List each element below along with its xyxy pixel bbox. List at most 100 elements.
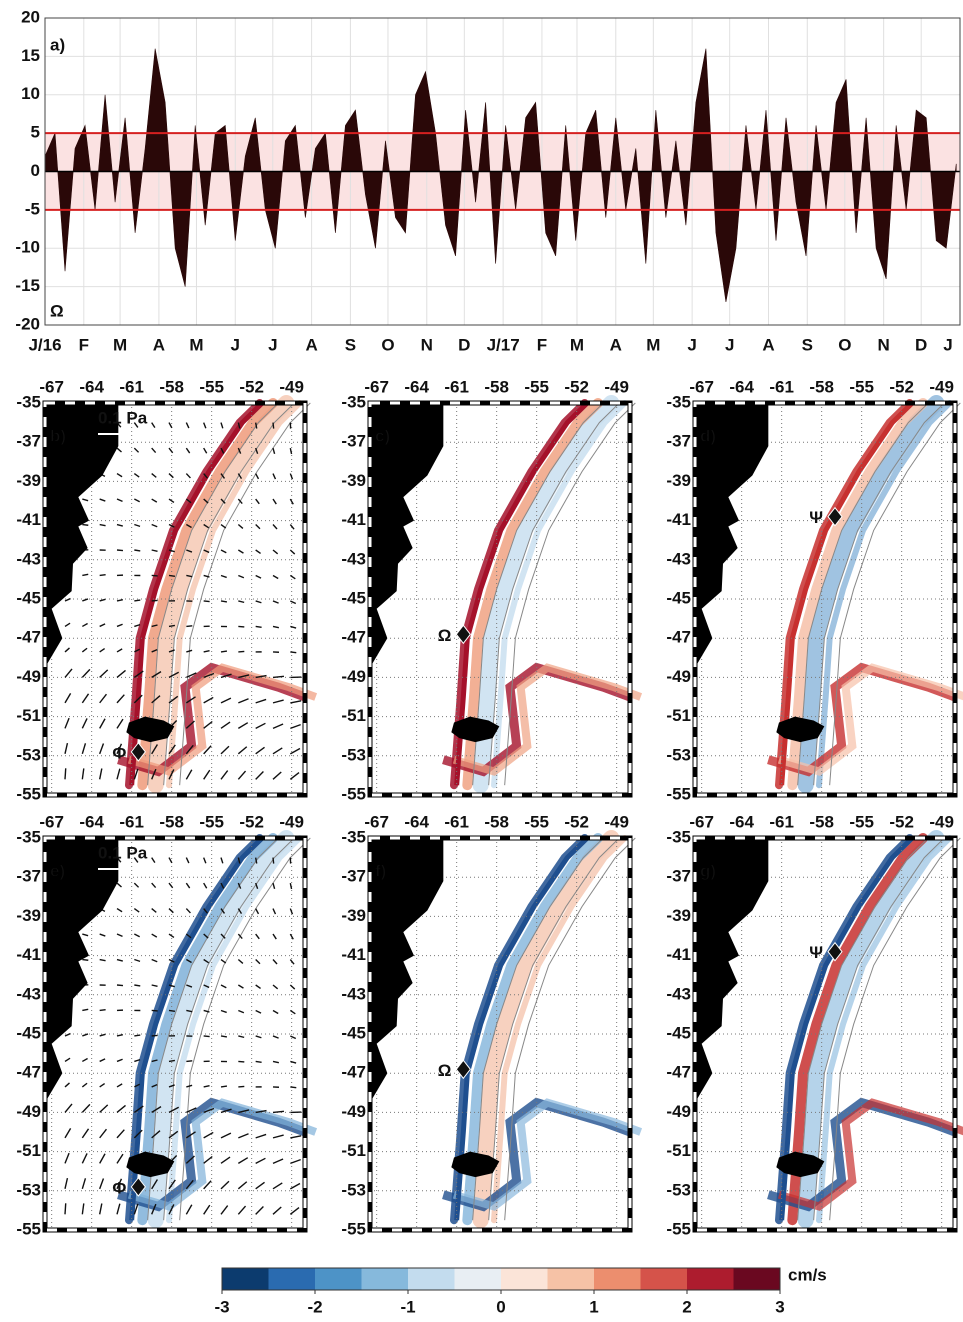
panel-label: b) [50,426,66,445]
colorbar-swatch [687,1268,734,1290]
wind-arrow [203,720,213,729]
wind-arrow [237,549,244,554]
wind-arrow [151,599,158,602]
wind-arrow [185,696,196,704]
lat-tick-label: -51 [341,706,366,725]
lat-tick-label: -53 [341,1180,366,1199]
wind-arrow [272,625,280,629]
colorbar-swatch [408,1268,455,1290]
wind-arrow [99,693,108,704]
wind-arrow [203,523,210,529]
lat-tick-label: -43 [16,549,41,568]
lat-tick-label: -55 [341,784,366,803]
wind-arrow [289,447,293,455]
wind-arrow [220,498,226,504]
wind-arrow [289,1182,301,1190]
wind-arrow [237,1205,247,1215]
wind-arrow [255,524,261,530]
wind-arrow [64,1032,71,1037]
wind-arrow [64,597,71,602]
wind-arrow [272,1035,279,1039]
current-band [787,833,928,1226]
wind-arrow [134,1083,141,1088]
lat-tick-label: -49 [341,667,366,686]
wind-arrow [220,770,229,780]
current-band [816,835,953,1224]
wind-arrow [116,523,123,527]
wind-arrow [99,574,106,577]
x-tick-label: F [79,335,89,354]
wind-arrow [185,523,192,529]
current-band [137,398,278,791]
lon-tick-label: -67 [364,377,389,396]
colorbar-swatch [315,1268,362,1290]
wind-arrow [134,523,141,528]
lon-tick-label: -52 [239,377,264,396]
x-tick-label: N [421,335,433,354]
wind-arrow [255,722,266,729]
wind-arrow [168,422,173,429]
lat-tick-label: -35 [666,392,691,411]
wind-arrow [255,959,261,965]
lat-tick-label: -55 [341,1219,366,1238]
wind-arrow [272,1206,282,1215]
wind-arrow [133,472,140,478]
land [695,403,769,668]
wind-arrow [168,1179,176,1190]
lon-tick-label: -67 [689,812,714,831]
lon-tick-label: -55 [849,377,874,396]
wind-arrow [272,1110,285,1114]
wind-arrow [134,984,141,987]
wind-arrow [220,473,226,479]
y-tick-label: 20 [21,7,40,26]
lon-tick-label: -64 [729,377,754,396]
lon-tick-label: -49 [604,812,629,831]
wind-arrow [255,1181,265,1190]
lat-tick-label: -39 [666,471,691,490]
x-tick-label: J [231,335,240,354]
wind-arrow [255,674,267,679]
wind-arrow [116,907,123,913]
lat-tick-label: -41 [16,510,41,529]
wind-arrow [116,1104,126,1113]
colorbar-swatch [361,1268,409,1290]
wind-arrow [290,1086,297,1089]
wind-arrow [220,1132,232,1139]
lat-tick-label: -37 [341,867,366,886]
y-tick-label: -10 [15,238,40,257]
wind-arrow [134,498,140,503]
wind-arrow [116,1153,124,1164]
wind-arrow [99,1033,106,1037]
wind-arrow [82,573,89,577]
wind-arrow [237,770,247,780]
current-band [452,663,643,776]
wind-arrow [81,1082,88,1088]
wind-arrow [255,1009,262,1014]
lon-tick-label: -58 [484,377,509,396]
wind-arrow [255,1133,267,1139]
wind-scale-label: 0.1 Pa [98,408,148,427]
wind-arrow [99,523,106,527]
x-tick-label: A [305,335,317,354]
wind-arrow [185,908,191,914]
wind-arrow [64,647,70,653]
lat-tick-label: -53 [16,745,41,764]
wind-arrow [220,447,225,454]
wind-arrow [64,768,67,780]
marker [827,506,843,527]
wind-arrow [220,1205,229,1215]
wind-arrow [151,648,158,653]
wind-arrow [203,672,215,679]
wind-arrow [151,671,162,678]
wind-arrow [220,1108,232,1114]
wind-arrow [99,958,106,962]
wind-arrow [168,1130,179,1139]
lon-tick-label: -55 [524,377,549,396]
wind-arrow [64,693,72,704]
lat-tick-label: -51 [16,1141,41,1160]
wind-arrow [237,447,242,454]
wind-arrow [134,958,141,963]
colorbar-swatch [733,1268,781,1290]
lon-tick-label: -49 [929,812,954,831]
wind-arrow [116,1203,121,1215]
